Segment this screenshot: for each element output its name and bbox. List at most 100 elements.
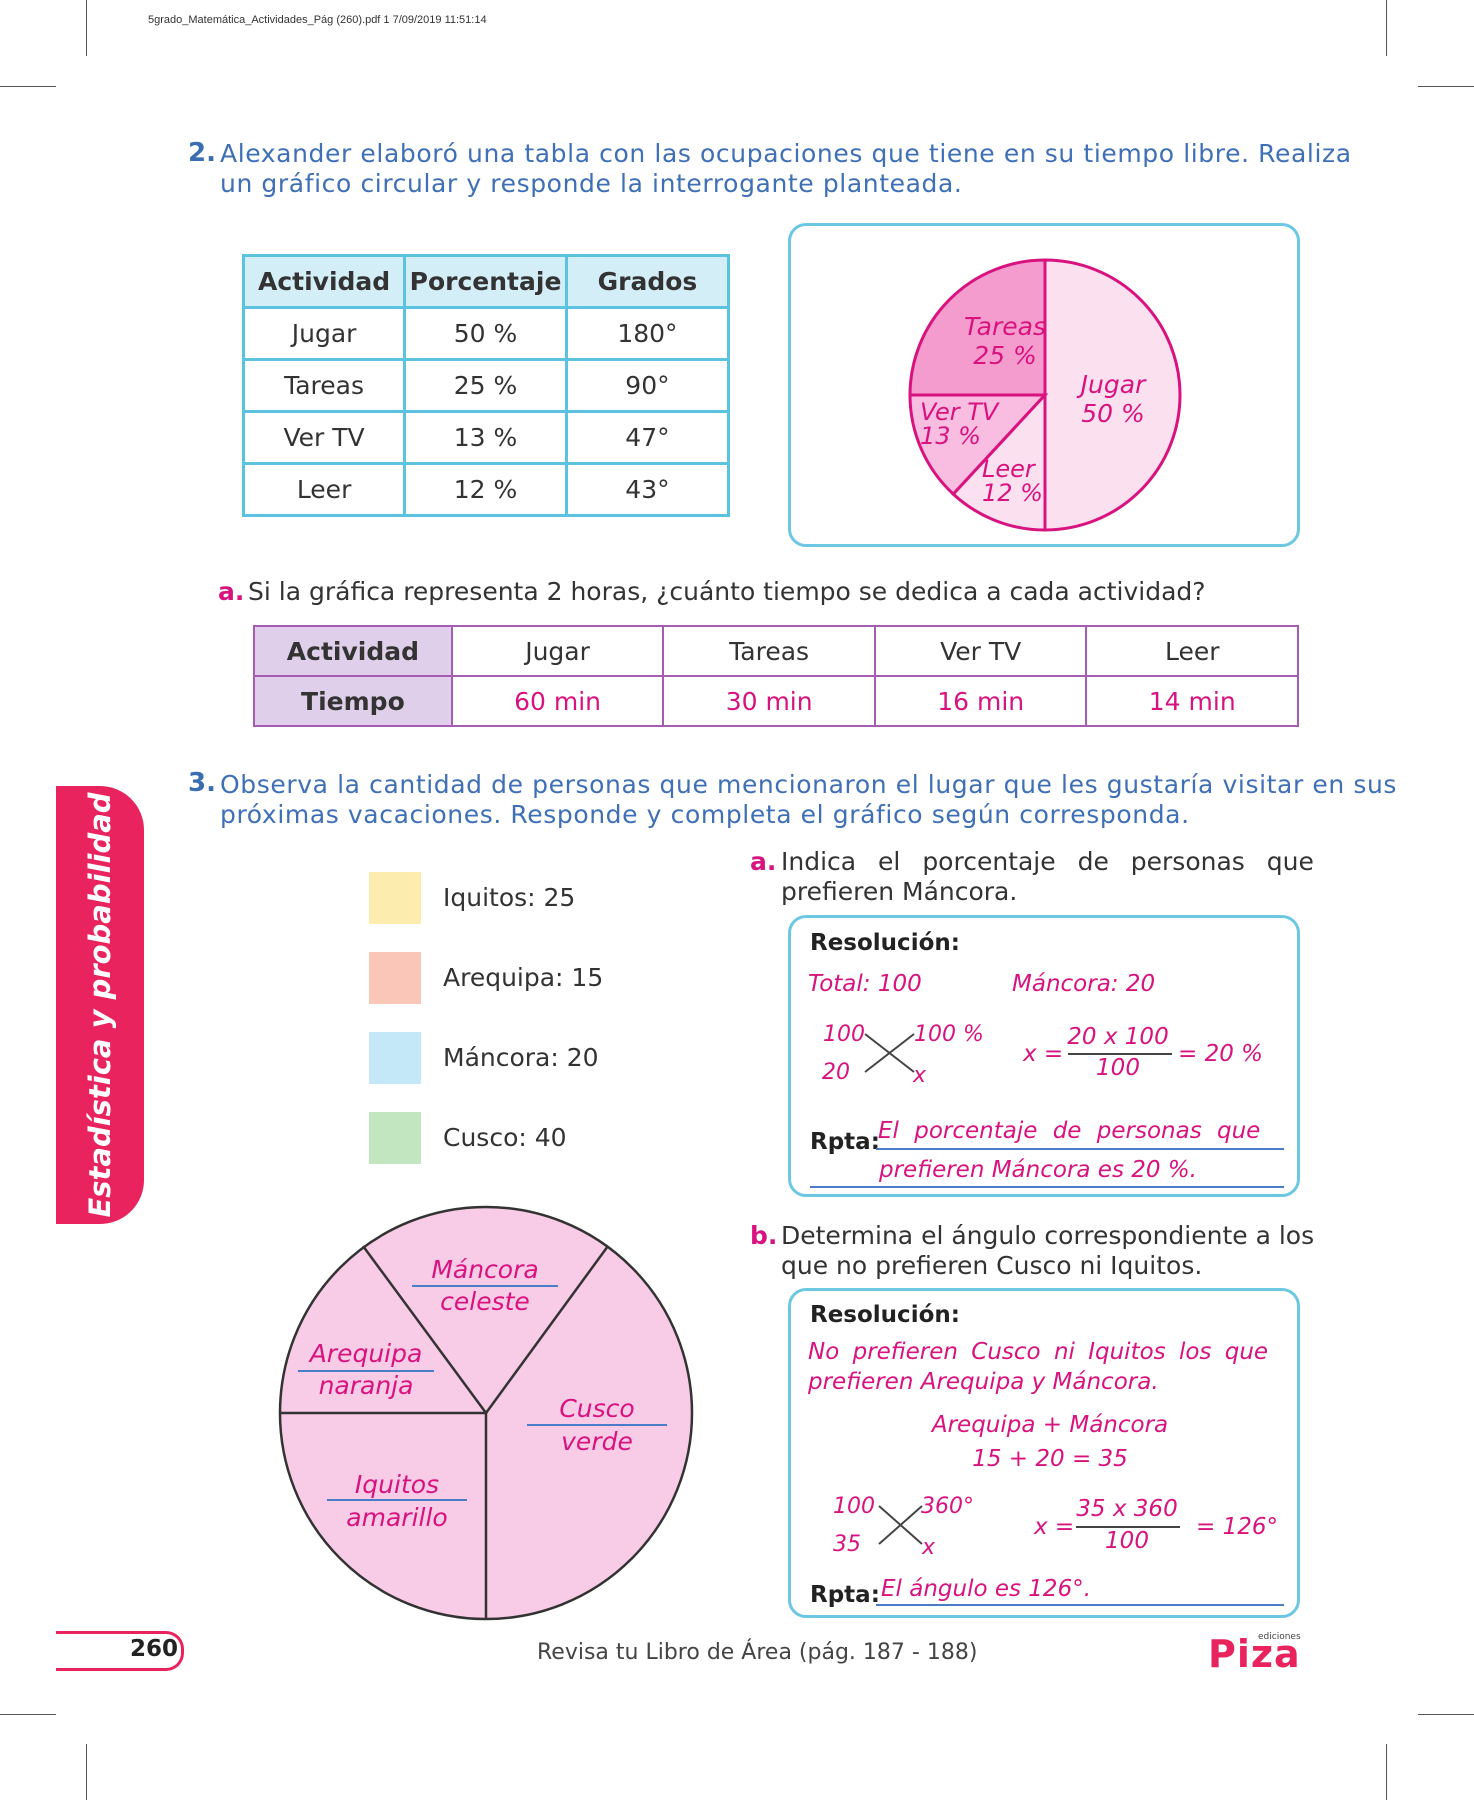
answer-underline: [876, 1604, 1284, 1606]
question-2-line-2: un gráfico circular y responde la interr…: [220, 169, 963, 198]
crop-mark: [1386, 1744, 1387, 1800]
crop-mark: [1418, 1714, 1474, 1715]
table-cell: 47°: [564, 410, 731, 465]
rpta-text: El ángulo es 126°.: [881, 1576, 1092, 1602]
rpta-text-line-1: El porcentaje de personas que: [878, 1118, 1261, 1144]
equation-denominator: 100: [1105, 1528, 1149, 1554]
cross-value: 35: [833, 1532, 861, 1557]
answer-underline: [527, 1424, 667, 1426]
cross-value: x: [913, 1063, 927, 1088]
table-row-header: Actividad: [253, 625, 453, 677]
destinations-pie-chart: [278, 1205, 694, 1621]
logo-small-text: ediciones: [1258, 1632, 1301, 1642]
legend-swatch-arequipa: [369, 952, 421, 1004]
question-3-number: 3.: [188, 768, 216, 798]
pie-slice-jugar: [1043, 258, 1182, 532]
equation-left: x =: [1034, 1514, 1075, 1540]
rpta-text-line-2: prefieren Máncora es 20 %.: [879, 1157, 1197, 1183]
table-header: Actividad: [241, 254, 407, 309]
equation-left: x =: [1023, 1041, 1064, 1067]
table-cell: Ver TV: [873, 625, 1088, 677]
question-2a-letter: a.: [218, 577, 245, 606]
crop-mark: [1386, 0, 1387, 56]
pie-label-tareas: Tareas 25 %: [964, 312, 1046, 370]
file-slug: 5grado_Matemática_Actividades_Pág (260).…: [148, 14, 487, 26]
pie-slice-tareas: [908, 258, 1047, 397]
crop-mark: [0, 86, 56, 87]
question-3b-line-1: Determina el ángulo correspondiente a lo…: [781, 1221, 1315, 1250]
crop-mark: [86, 1744, 87, 1800]
page-number-tab: [56, 1631, 184, 1671]
crop-mark: [86, 0, 87, 56]
section-sidebar: Estadística y probabilidad: [56, 786, 144, 1224]
table-cell: 25 %: [403, 358, 568, 413]
question-3a-line-1: Indica el porcentaje de personas que: [781, 847, 1314, 876]
resolution-text-line-2: prefieren Arequipa y Máncora.: [808, 1369, 1159, 1395]
pie-label-arequipa: Arequipa naranja: [309, 1339, 423, 1400]
answer-underline: [298, 1370, 434, 1372]
cross-multiply-icon: [864, 1033, 915, 1073]
legend-label: Máncora: 20: [443, 1043, 599, 1072]
cross-value: x: [922, 1535, 936, 1560]
pie-label-mancora: Máncora celeste: [431, 1255, 539, 1316]
pie-label-leer: Leer 12 %: [982, 455, 1043, 507]
mancora-text: Máncora: 20: [1012, 971, 1156, 997]
rpta-label: Rpta:: [810, 1129, 880, 1155]
total-text: Total: 100: [808, 971, 922, 997]
equation-denominator: 100: [1096, 1055, 1140, 1081]
resolution-box-a: [788, 915, 1300, 1197]
table-cell: 180°: [564, 306, 731, 361]
legend-swatch-cusco: [369, 1112, 421, 1164]
time-table: Actividad Jugar Tareas Ver TV Leer Tiemp…: [253, 625, 1299, 727]
table-cell: 12 %: [403, 462, 568, 517]
legend-label: Cusco: 40: [443, 1123, 567, 1152]
table-cell: Tareas: [241, 358, 407, 413]
pie-divider: [484, 1245, 610, 1414]
equation-result: = 126°: [1196, 1514, 1278, 1540]
pie-label-jugar: Jugar 50 %: [1080, 370, 1146, 428]
cross-value: 360°: [921, 1494, 974, 1519]
pie-divider: [361, 1245, 488, 1414]
cross-value: 100: [823, 1022, 865, 1047]
table-cell: 13 %: [403, 410, 568, 465]
question-2a-text: Si la gráfica representa 2 horas, ¿cuánt…: [248, 577, 1206, 606]
fraction-bar: [1068, 1053, 1172, 1055]
cross-multiply-icon: [878, 1505, 923, 1545]
legend-label: Arequipa: 15: [443, 963, 604, 992]
table-cell: 50 %: [403, 306, 568, 361]
answer-underline: [412, 1285, 558, 1287]
footer-reference: Revisa tu Libro de Área (pág. 187 - 188): [537, 1640, 978, 1665]
crop-mark: [0, 1714, 56, 1715]
table-cell-answer: 16 min: [873, 675, 1088, 727]
pie-label-ver-tv: Ver TV 13 %: [920, 398, 999, 450]
question-3b-letter: b.: [750, 1221, 778, 1250]
sidebar-label: Estadística y probabilidad: [83, 792, 117, 1218]
table-cell: Ver TV: [241, 410, 407, 465]
equation-result: = 20 %: [1178, 1041, 1264, 1067]
table-cell: Jugar: [450, 625, 665, 677]
table-header: Grados: [564, 254, 731, 309]
page-number: 260: [130, 1636, 179, 1662]
question-2-line-1: Alexander elaboró una tabla con las ocup…: [220, 139, 1352, 168]
fraction-bar: [1076, 1526, 1180, 1528]
equation-numerator: 35 x 360: [1076, 1496, 1178, 1522]
table-cell-answer: 30 min: [662, 675, 876, 727]
table-cell: Tareas: [662, 625, 876, 677]
legend-swatch-mancora: [369, 1032, 421, 1084]
table-cell: Leer: [241, 462, 407, 517]
question-3-line-1: Observa la cantidad de personas que menc…: [220, 770, 1398, 799]
question-3-line-2: próximas vacaciones. Responde y completa…: [220, 800, 1190, 829]
publisher-logo: Piza: [1208, 1632, 1301, 1676]
table-cell: Jugar: [241, 306, 407, 361]
question-3a-letter: a.: [750, 847, 777, 876]
question-2-number: 2.: [188, 138, 216, 168]
resolution-text-line-1: No prefieren Cusco ni Iquitos los que: [808, 1339, 1269, 1365]
table-header: Porcentaje: [403, 254, 568, 309]
crop-mark: [1418, 86, 1474, 87]
pie-label-cusco: Cusco verde: [559, 1394, 635, 1456]
table-row-header: Tiempo: [253, 675, 453, 727]
resolution-title: Resolución:: [810, 930, 960, 956]
resolution-box-b: [788, 1288, 1300, 1618]
table-cell: 43°: [564, 462, 731, 517]
cross-value: 20: [822, 1060, 850, 1085]
